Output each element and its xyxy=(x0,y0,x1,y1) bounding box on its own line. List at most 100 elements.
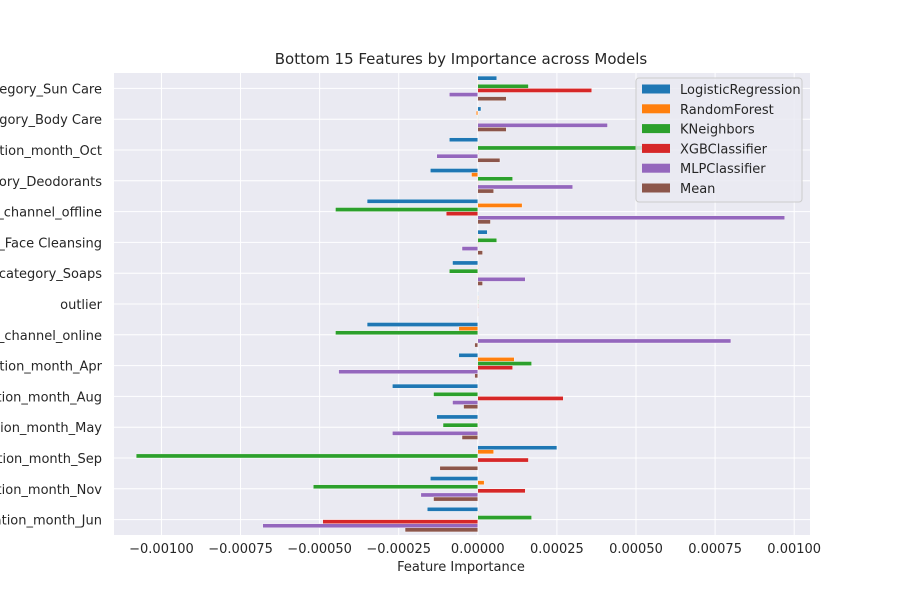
y-tick-label: ategory_Sun Care xyxy=(0,82,102,97)
bar-mlpclassifier xyxy=(420,492,479,498)
legend-frame xyxy=(635,77,803,203)
legend-swatch xyxy=(642,163,670,173)
bar-kneighbors xyxy=(477,515,532,520)
bar-randomforest xyxy=(477,141,479,147)
bar-randomforest xyxy=(477,511,479,516)
x-tick-labels: −0.00100 −0.00075 −0.00050 −0.00025 0.00000 0… xyxy=(129,542,821,557)
bar-mean xyxy=(477,250,483,255)
y-tick-labels: ategory_Sun Care egory_Body Care ation_mon… xyxy=(0,82,103,528)
x-tick-label: −0.00025 xyxy=(366,542,431,557)
legend-label: RandomForest xyxy=(680,103,774,118)
legend-label: Mean xyxy=(680,182,715,197)
legend-swatch xyxy=(642,143,670,153)
bar-mlpclassifier xyxy=(338,369,479,375)
legend-swatch xyxy=(642,104,670,114)
y-tick-label: ation_month_Jun xyxy=(0,514,102,529)
bar-xgbclassifier xyxy=(477,180,479,186)
bar-xgbclassifier xyxy=(477,396,564,401)
chart-title: Bottom 15 Features by Importance across … xyxy=(275,50,648,68)
bar-kneighbors xyxy=(477,299,479,305)
bar-randomforest xyxy=(477,357,515,362)
y-tick-label: egory_Body Care xyxy=(0,113,102,128)
bar-mean xyxy=(477,281,483,286)
y-tick-label: gory_Deodorants xyxy=(0,175,102,190)
bar-kneighbors xyxy=(477,176,513,181)
legend-swatch xyxy=(642,124,670,134)
bar-mlpclassifier xyxy=(477,307,479,313)
bar-mean xyxy=(461,435,479,440)
bar-logisticregression xyxy=(477,106,482,112)
y-tick-label: outlier xyxy=(60,298,103,313)
x-tick-label: 0.00100 xyxy=(767,542,821,557)
bar-xgbclassifier xyxy=(477,365,513,370)
bar-kneighbors xyxy=(477,84,529,89)
bar-kneighbors xyxy=(449,268,479,274)
x-tick-label: −0.00100 xyxy=(129,542,194,557)
x-axis-label: Feature Importance xyxy=(397,560,525,575)
bar-logisticregression xyxy=(392,383,479,389)
bar-logisticregression xyxy=(452,260,479,266)
bar-randomforest xyxy=(477,79,479,85)
bar-xgbclassifier xyxy=(477,118,479,124)
x-tick-label: 0.00000 xyxy=(451,542,505,557)
bar-mean xyxy=(439,466,479,471)
bar-randomforest xyxy=(477,203,523,208)
bar-mean xyxy=(477,127,507,132)
legend-label: XGBClassifier xyxy=(680,142,768,157)
bar-logisticregression xyxy=(430,168,479,173)
bar-mean xyxy=(477,219,491,225)
bar-xgbclassifier xyxy=(477,273,479,278)
bar-kneighbors xyxy=(477,145,643,151)
y-tick-label: ation_month_Oct xyxy=(0,144,102,159)
bar-logisticregression xyxy=(477,291,479,296)
y-tick-label: ation_month_Aug xyxy=(0,390,102,405)
legend-label: MLPClassifier xyxy=(680,162,766,177)
bar-mlpclassifier xyxy=(436,153,479,159)
x-tick-label: 0.00050 xyxy=(609,542,663,557)
bar-logisticregression xyxy=(427,507,479,512)
bar-randomforest xyxy=(476,110,479,116)
x-tick-label: 0.00025 xyxy=(530,542,584,557)
bar-kneighbors xyxy=(477,114,479,120)
legend-swatch xyxy=(642,183,670,193)
bar-mean xyxy=(477,188,494,194)
bar-kneighbors xyxy=(477,361,532,366)
bar-mlpclassifier xyxy=(461,246,479,251)
y-tick-label: _channel_offline xyxy=(0,206,102,221)
x-tick-label: −0.00075 xyxy=(208,542,273,557)
bar-kneighbors xyxy=(313,484,479,489)
bar-xgbclassifier xyxy=(322,519,479,524)
bar-mlpclassifier xyxy=(477,123,608,128)
bar-kneighbors xyxy=(442,422,479,428)
bar-logisticregression xyxy=(436,414,479,420)
y-tick-label: ation_month_May xyxy=(0,421,102,436)
bar-mean xyxy=(474,342,479,348)
bar-mean xyxy=(404,527,479,533)
bar-mlpclassifier xyxy=(477,215,785,221)
bar-randomforest xyxy=(477,264,479,270)
bar-xgbclassifier xyxy=(445,211,479,216)
legend-label: KNeighbors xyxy=(680,123,755,138)
y-tick-label: ocategory_Soaps xyxy=(0,267,102,282)
bar-logisticregression xyxy=(366,199,479,204)
bar-mean xyxy=(463,404,479,409)
bar-randomforest xyxy=(477,480,485,485)
bar-kneighbors xyxy=(335,207,479,212)
x-tick-label: 0.00075 xyxy=(688,542,742,557)
bar-mlpclassifier xyxy=(392,431,479,436)
y-tick-label: ation_month_Nov xyxy=(0,483,102,498)
bar-mlpclassifier xyxy=(477,461,479,467)
bar-mlpclassifier xyxy=(477,184,573,190)
bar-xgbclassifier xyxy=(477,488,526,494)
bar-logisticregression xyxy=(430,476,479,481)
bar-xgbclassifier xyxy=(477,303,479,309)
bar-logisticregression xyxy=(366,322,479,327)
bar-logisticregression xyxy=(458,353,479,358)
bar-kneighbors xyxy=(433,392,479,397)
bar-mlpclassifier xyxy=(449,92,479,97)
bar-mlpclassifier xyxy=(477,277,526,282)
bar-randomforest xyxy=(471,172,479,177)
bar-randomforest xyxy=(477,295,479,301)
bar-randomforest xyxy=(477,387,479,393)
